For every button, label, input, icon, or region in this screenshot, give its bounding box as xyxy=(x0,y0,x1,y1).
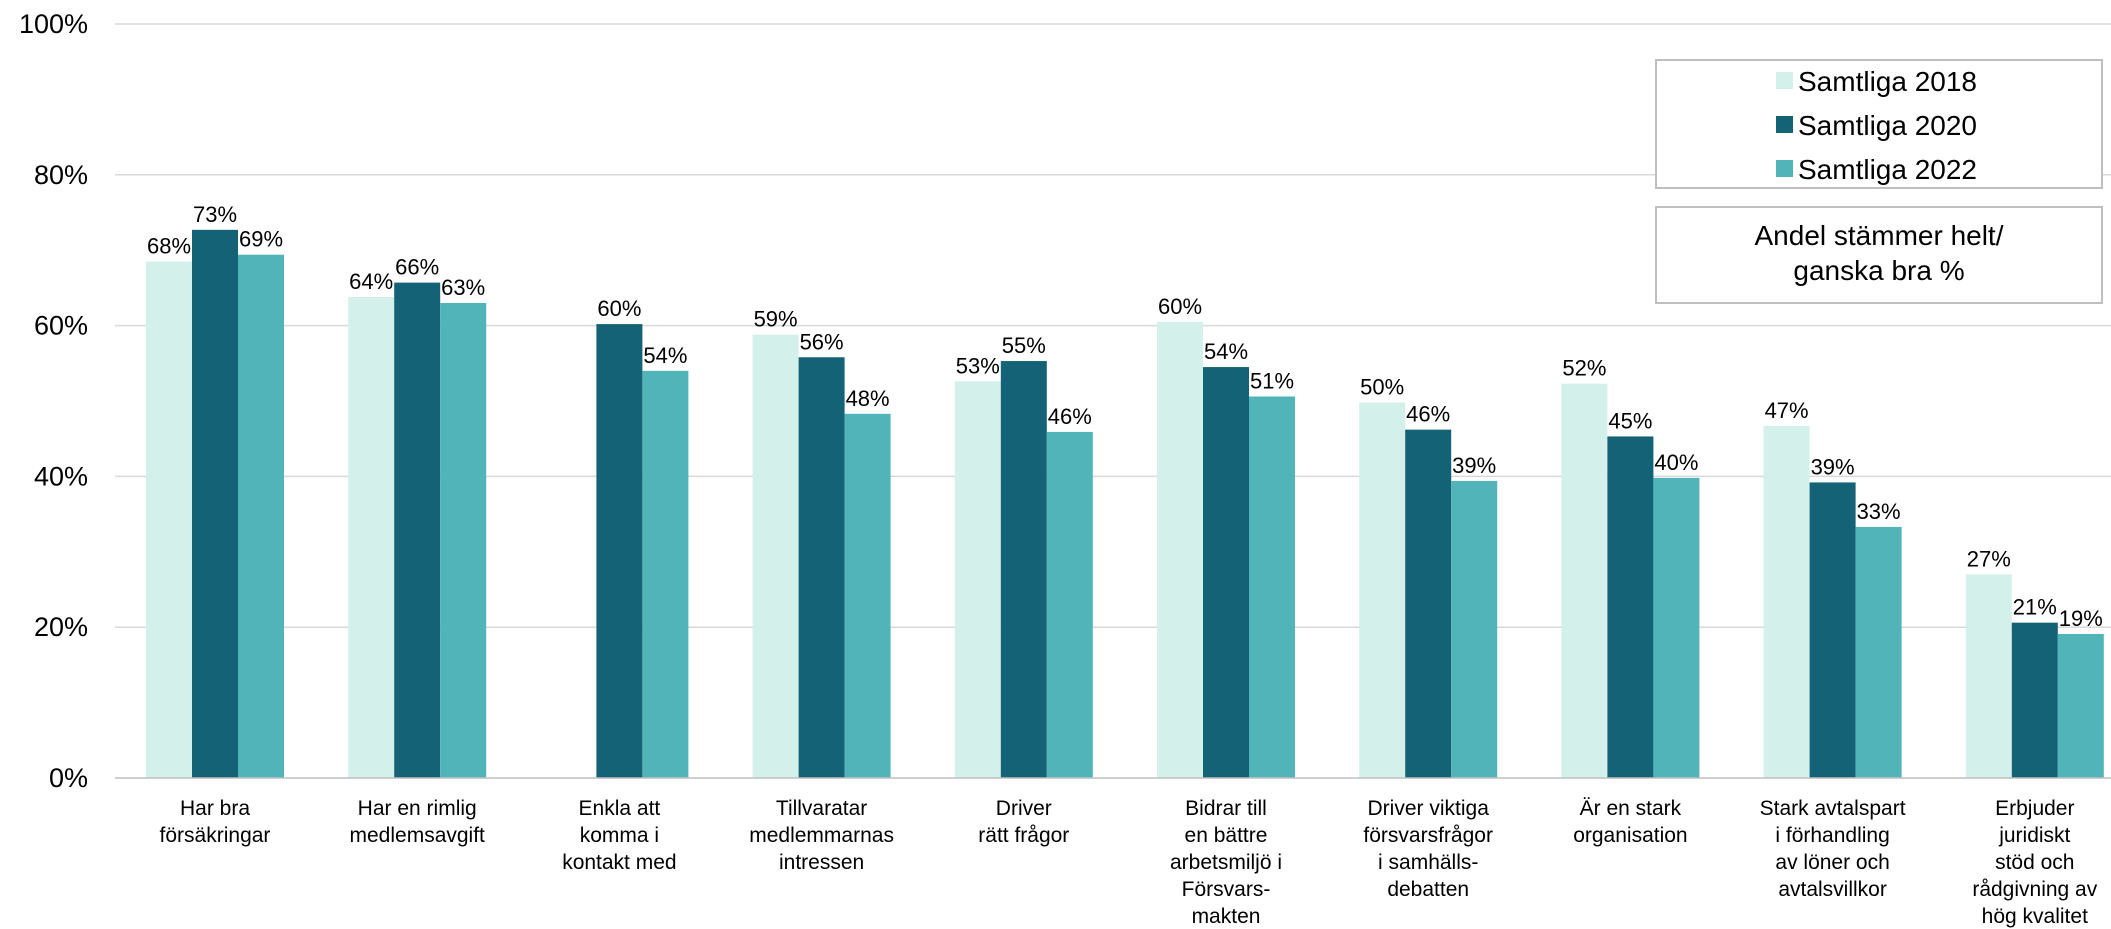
bar xyxy=(844,413,891,778)
category-label: Har bra försäkringar xyxy=(160,797,271,847)
legend-label: Samtliga 2020 xyxy=(1798,110,1977,141)
bar xyxy=(1809,482,1856,778)
y-tick-label: 80% xyxy=(34,160,88,190)
bar xyxy=(238,254,284,778)
data-label: 51% xyxy=(1250,368,1294,393)
annotation-box xyxy=(1655,206,2103,304)
data-label: 52% xyxy=(1562,356,1606,381)
legend-label: Samtliga 2022 xyxy=(1798,154,1977,185)
data-label: 54% xyxy=(1204,339,1248,364)
bar xyxy=(2057,633,2104,778)
data-label: 21% xyxy=(2013,595,2057,620)
bar xyxy=(1046,431,1093,778)
data-label: 40% xyxy=(1654,450,1698,475)
legend: Samtliga 2018 Samtliga 2020 Samtliga 2022 xyxy=(1655,59,2103,189)
category-label: Erbjuder juridiskt stöd och rådgivning av hö… xyxy=(1972,797,2097,928)
bar xyxy=(1000,361,1047,778)
annotation: Andel stämmer helt/ganska bra % xyxy=(1655,206,2103,304)
data-label: 46% xyxy=(1048,404,1092,429)
category-label: Stark avtalspart i förhandling av löner oc… xyxy=(1760,797,1906,901)
data-label: 63% xyxy=(441,275,485,300)
bar xyxy=(192,229,238,779)
bar xyxy=(1561,383,1608,778)
category-label: Är en stark organisation xyxy=(1573,797,1687,847)
data-label: 55% xyxy=(1002,333,1046,358)
bar xyxy=(596,324,643,778)
y-axis-ticks: 0% 20% 40% 60% 80% 100% xyxy=(19,9,88,793)
y-tick-label: 60% xyxy=(34,311,88,341)
data-label: 33% xyxy=(1857,499,1901,524)
category-label: Driver rätt frågor xyxy=(978,797,1069,847)
data-label: 64% xyxy=(349,269,393,294)
bar xyxy=(1203,367,1249,778)
bar xyxy=(440,302,487,778)
y-tick-label: 0% xyxy=(49,763,88,793)
legend-swatch xyxy=(1776,72,1793,89)
bar xyxy=(954,381,1001,778)
data-label: 46% xyxy=(1406,402,1450,427)
category-label: Enkla att komma i kontakt med xyxy=(562,797,676,874)
category-label: Bidrar till en bättre arbetsmiljö i Försvar… xyxy=(1170,797,1282,928)
data-label: 27% xyxy=(1967,546,2011,571)
data-label: 59% xyxy=(754,307,798,332)
data-label: 53% xyxy=(956,353,1000,378)
data-label: 68% xyxy=(147,234,191,259)
bars xyxy=(146,229,2104,779)
bar xyxy=(1249,396,1295,778)
bar xyxy=(1451,480,1498,778)
bar xyxy=(1855,526,1902,778)
bar xyxy=(146,261,192,778)
bar xyxy=(1607,436,1654,778)
category-label: Tillvaratar medlemmarnas intressen xyxy=(749,797,894,874)
bar xyxy=(1359,402,1406,778)
data-label: 39% xyxy=(1452,453,1496,478)
data-labels: 68% 64% 59% 53% 60% 50% 52% 47% 27% 73% 66% 60% 56% 5… xyxy=(147,202,2103,631)
data-label: 19% xyxy=(2059,606,2103,631)
data-label: 69% xyxy=(239,227,283,252)
data-label: 48% xyxy=(846,386,890,411)
legend-label: Samtliga 2018 xyxy=(1798,66,1977,97)
data-label: 60% xyxy=(597,296,641,321)
bar xyxy=(1405,429,1452,778)
legend-box xyxy=(1655,59,2103,189)
bar xyxy=(1763,425,1810,778)
data-label: 54% xyxy=(643,343,687,368)
data-label: 45% xyxy=(1608,408,1652,433)
legend-swatch xyxy=(1776,160,1793,177)
annotation-text: Andel stämmer helt/ganska bra % xyxy=(1755,220,2004,286)
bar xyxy=(1157,321,1203,778)
bar xyxy=(2011,622,2058,778)
category-label: Har en rimlig medlemsavgift xyxy=(350,797,486,847)
y-tick-label: 20% xyxy=(34,612,88,642)
y-tick-label: 100% xyxy=(19,9,88,39)
category-label: Driver viktiga försvarsfrågor i samhälls-d… xyxy=(1363,797,1493,901)
bar xyxy=(1965,574,2012,778)
data-label: 73% xyxy=(193,202,237,227)
bar xyxy=(752,334,799,778)
data-label: 66% xyxy=(395,255,439,280)
legend-swatch xyxy=(1776,116,1793,133)
bar xyxy=(798,357,845,778)
y-tick-label: 40% xyxy=(34,461,88,491)
bar xyxy=(348,296,395,778)
bar xyxy=(642,370,689,778)
category-labels: Har bra försäkringar Har en rimlig medlemsa… xyxy=(160,797,2098,928)
data-label: 60% xyxy=(1158,294,1202,319)
data-label: 56% xyxy=(800,329,844,354)
bar xyxy=(1653,477,1700,778)
data-label: 39% xyxy=(1811,454,1855,479)
bar xyxy=(394,282,441,778)
data-label: 47% xyxy=(1765,398,1809,423)
data-label: 50% xyxy=(1360,375,1404,400)
